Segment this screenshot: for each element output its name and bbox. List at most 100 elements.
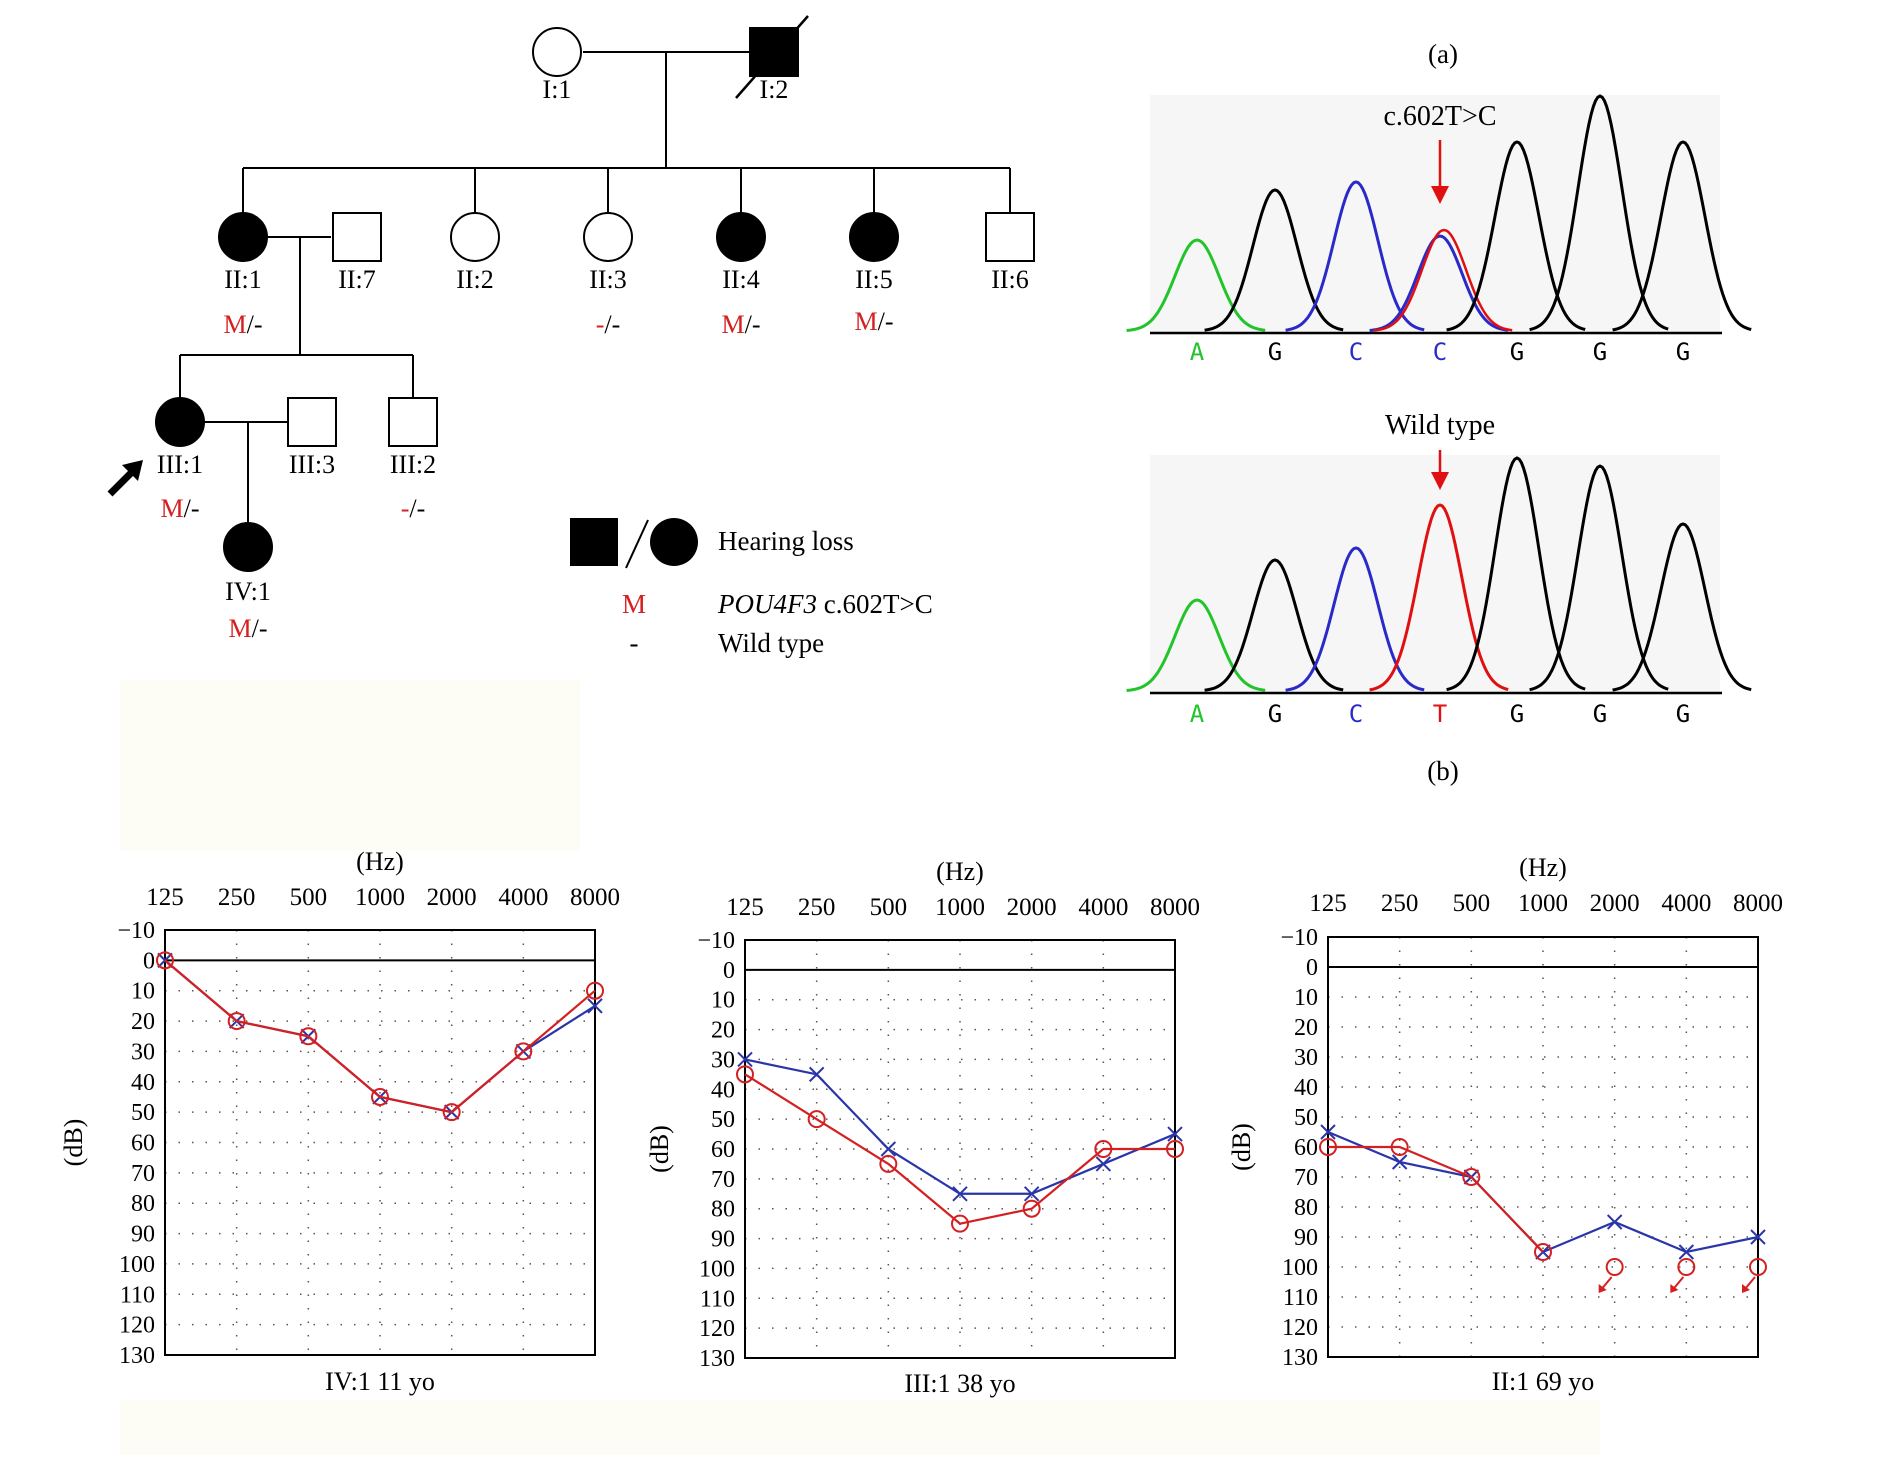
base-call-g: G: [1676, 700, 1690, 728]
data-point-circle: [514, 1042, 533, 1061]
legend-variant: c.602T>C: [824, 589, 933, 619]
individual-ii-3-label: II:3: [589, 265, 627, 294]
trace-peak-c: [1369, 234, 1509, 332]
y-tick-label: 0: [1306, 955, 1318, 981]
x-tick-label: 8000: [570, 884, 620, 911]
audiogram-2: (Hz) 125 250 500 1000 2000 4000 8000 −10 0 10 20 30 4…: [645, 857, 1200, 1398]
data-point-x: [1678, 1244, 1695, 1260]
data-point-x: [737, 1051, 753, 1068]
individual-iii-3-male-symbol: [287, 397, 337, 447]
data-point-x: [808, 1066, 825, 1083]
y-tick-label: 100: [699, 1256, 735, 1282]
x-tick-label: 4000: [498, 884, 548, 911]
y-tick-label: 20: [1294, 1015, 1318, 1041]
pedigree-legend: Hearing loss M POU4F3 c.602T>C - Wild ty…: [570, 518, 933, 658]
audiogram-title: IV:1 11 yo: [325, 1367, 435, 1396]
x-axis-title: (Hz): [936, 857, 984, 886]
individual-ii-4-female-symbol: [716, 212, 766, 262]
y-tick-label: 10: [711, 988, 735, 1014]
bg-tint: [120, 680, 580, 850]
x-tick-label: 8000: [1150, 894, 1200, 921]
y-tick-label: 60: [131, 1131, 155, 1157]
data-point-x: [1391, 1154, 1408, 1170]
series-line-right-ear-o: [744, 1073, 1175, 1225]
y-tick-label: 100: [119, 1252, 155, 1278]
trace-peak-g: [1204, 558, 1344, 692]
y-tick-label: 70: [1294, 1165, 1318, 1191]
individual-i-2-male-symbol: [749, 27, 799, 77]
data-point-circle: [736, 1065, 754, 1084]
data-point-circle: [1390, 1138, 1409, 1156]
y-tick-label: −10: [1280, 925, 1318, 951]
genotype-allele-2: /-: [745, 310, 761, 339]
base-call-g: G: [1510, 700, 1524, 728]
data-point-circle: [879, 1154, 898, 1173]
data-point-x: [1750, 1229, 1766, 1245]
series-line-left-ear-x: [744, 1058, 1176, 1195]
trace-peak-g: [1612, 522, 1752, 692]
x-tick-label: 2000: [1007, 894, 1057, 921]
x-tick-label: 250: [218, 884, 256, 911]
y-tick-label: 110: [700, 1286, 735, 1312]
base-call-c: C: [1349, 700, 1363, 728]
data-point-circle: [299, 1027, 318, 1046]
individual-iv-1-female-symbol: [223, 522, 273, 572]
individual-ii-2-label: II:2: [456, 265, 494, 294]
x-tick-label: 250: [1381, 890, 1419, 917]
x-tick-label: 125: [1309, 890, 1347, 917]
y-tick-label: −10: [117, 918, 155, 944]
y-tick-label: 130: [1282, 1345, 1318, 1371]
base-call-g: G: [1676, 338, 1690, 366]
no-response-arrowhead: [1598, 1284, 1607, 1293]
y-tick-label: 90: [711, 1227, 735, 1253]
y-tick-label: 10: [131, 979, 155, 1005]
x-tick-label: 2000: [427, 884, 477, 911]
data-point-circle: [1319, 1138, 1337, 1156]
genotype-allele-2: /-: [604, 310, 620, 339]
no-response-circle: [1749, 1258, 1767, 1276]
base-call-g: G: [1510, 338, 1524, 366]
genotype-allele-2: /-: [247, 310, 263, 339]
trace-peak-g: [1446, 456, 1586, 692]
individual-i-1-label: I:1: [543, 75, 572, 104]
legend-hearing-loss: Hearing loss: [718, 526, 854, 556]
x-tick-label: 500: [870, 894, 908, 921]
data-point-circle: [951, 1214, 969, 1233]
individual-ii-5-genotype: M/-: [854, 307, 893, 336]
chromatogram-annotation: c.602T>C: [1384, 101, 1497, 132]
data-point-circle: [586, 981, 604, 1000]
y-tick-label: 10: [1294, 985, 1318, 1011]
trace-peak-g: [1529, 94, 1669, 332]
no-response-arrow: [1600, 1276, 1613, 1290]
genotype-allele-1: M: [721, 310, 744, 339]
affected-female-symbol: [650, 518, 698, 566]
data-point-circle: [1166, 1140, 1184, 1158]
legend-wild-label: Wild type: [718, 628, 824, 658]
legend-slash: [625, 519, 649, 569]
y-tick-label: 70: [131, 1161, 155, 1187]
base-call-c: C: [1349, 338, 1363, 366]
y-tick-label: 30: [131, 1039, 155, 1065]
x-tick-label: 500: [290, 884, 328, 911]
no-response-circle: [1605, 1258, 1624, 1276]
legend-gene: POU4F3: [717, 589, 817, 619]
genotype-allele-2: /-: [878, 307, 894, 336]
y-tick-label: 0: [723, 958, 735, 984]
individual-iii-2-label: III:2: [390, 450, 436, 479]
y-axis-title: (dB): [1227, 1123, 1256, 1171]
data-point-circle: [807, 1110, 826, 1129]
trace-peak-t-overlap: [1373, 228, 1513, 332]
y-tick-label: 50: [1294, 1105, 1318, 1131]
individual-iii-3-label: III:3: [289, 450, 335, 479]
legend-mutant-label: POU4F3 c.602T>C: [717, 589, 933, 619]
audiogram-1: (Hz) 125 250 500 1000 2000 4000 8000 −10 0 10 20 30 4…: [59, 847, 620, 1396]
individual-ii-3-female-symbol: [583, 212, 633, 262]
x-axis-title: (Hz): [356, 847, 404, 876]
x-tick-label: 8000: [1733, 890, 1783, 917]
y-tick-label: 50: [711, 1107, 735, 1133]
genotype-allele-2: /-: [252, 614, 268, 643]
y-tick-label: 20: [131, 1009, 155, 1035]
individual-ii-7-male-symbol: [332, 212, 382, 262]
y-tick-label: 60: [1294, 1135, 1318, 1161]
audiogram-3: (Hz) 125 250 500 1000 2000 4000 8000 −10 0 10 20 30 4…: [1227, 853, 1783, 1396]
